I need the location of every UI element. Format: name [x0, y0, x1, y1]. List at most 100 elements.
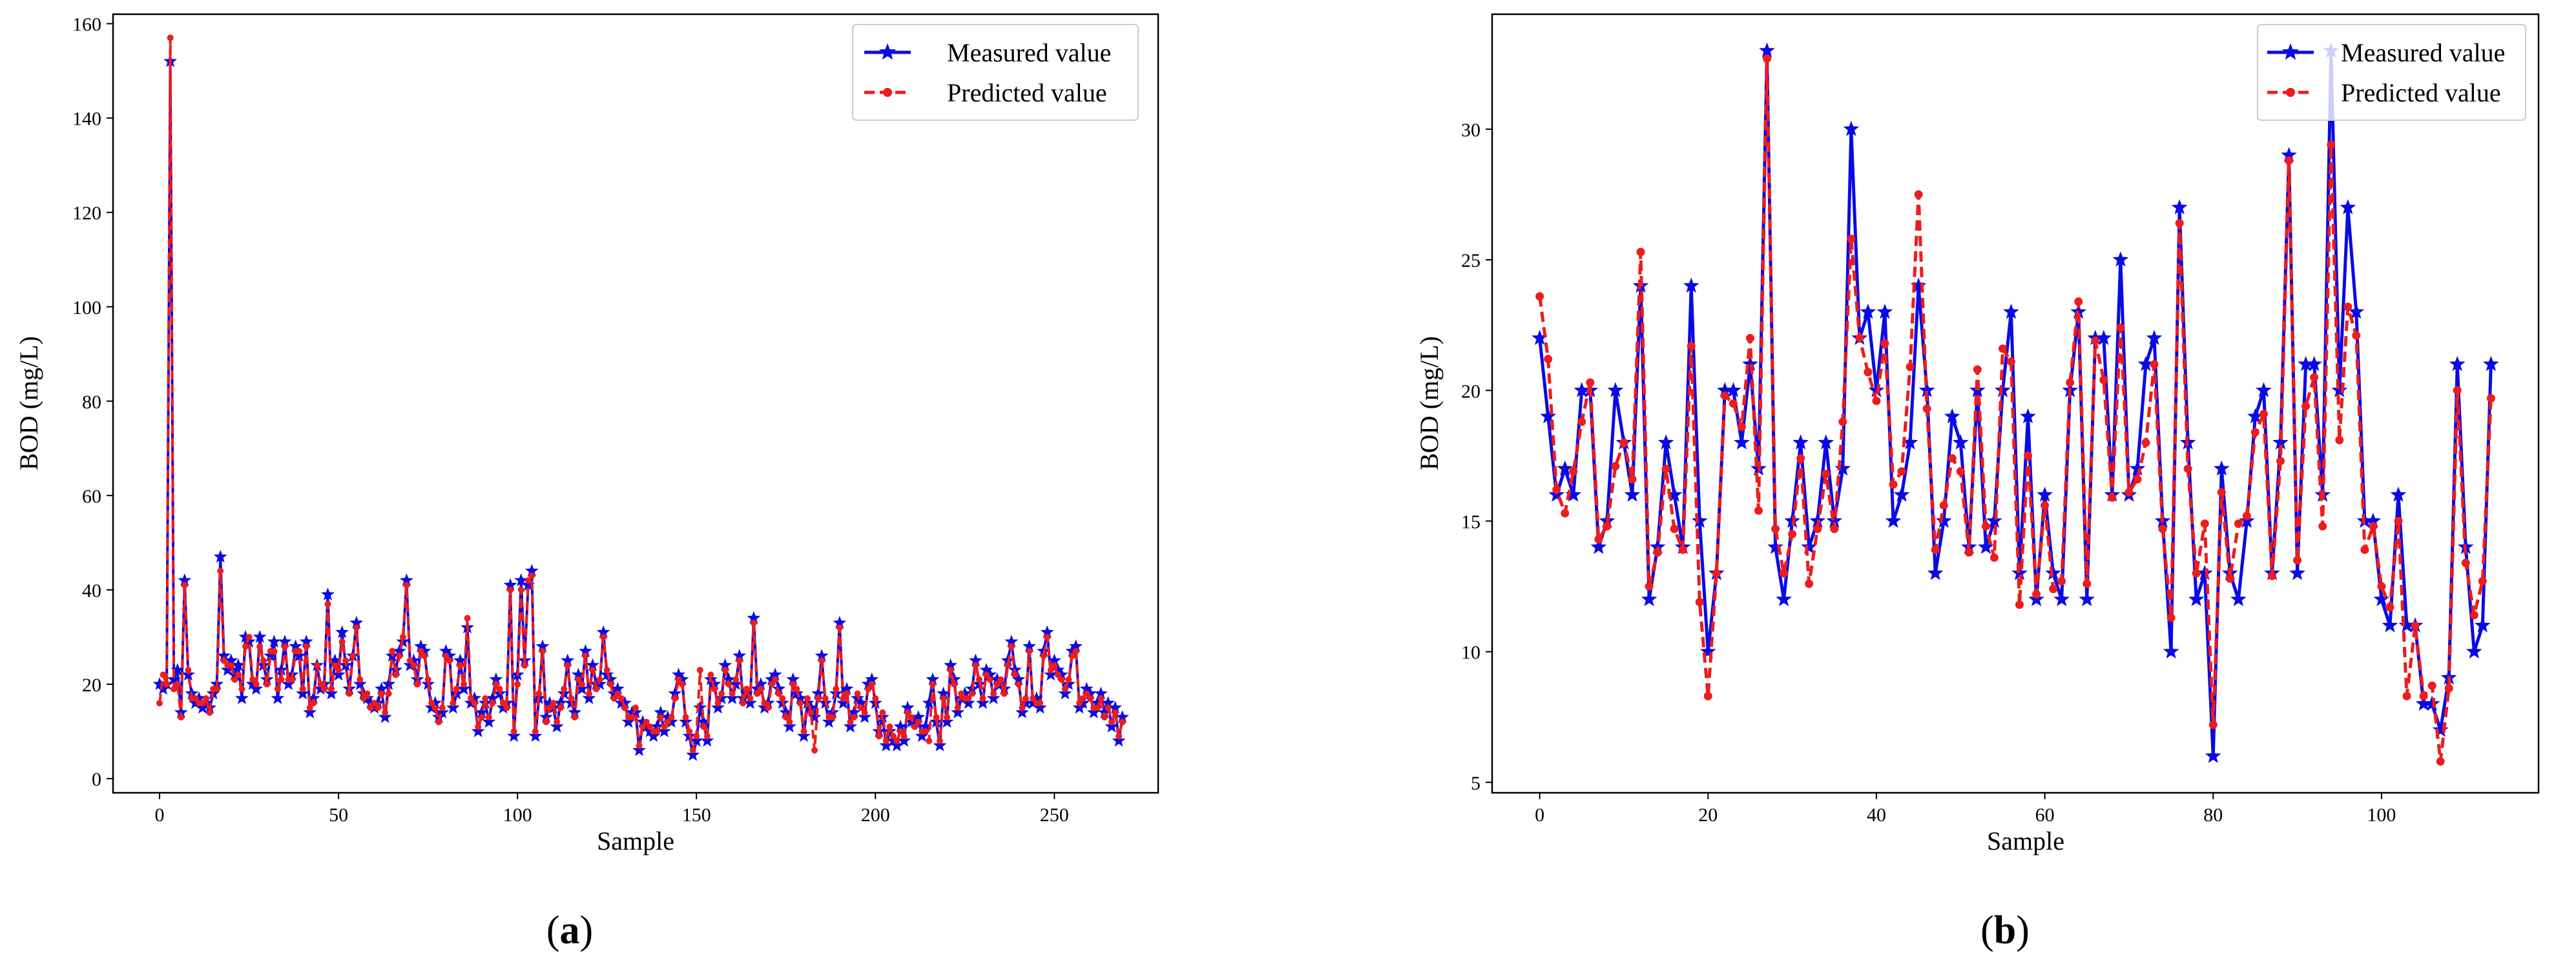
predicted-value-point — [163, 681, 171, 688]
measured-value-point — [836, 696, 850, 709]
predicted-value-point — [729, 690, 736, 697]
predicted-value-point — [1914, 190, 1923, 199]
predicted-value-point — [192, 695, 199, 702]
predicted-value-point — [353, 624, 360, 631]
measured-value-point — [1069, 639, 1083, 653]
measured-value-point — [2256, 382, 2272, 397]
measured-value-point — [911, 710, 926, 724]
predicted-value-point — [389, 647, 396, 655]
measured-value-point — [1058, 686, 1072, 700]
predicted-value-point — [310, 700, 317, 707]
predicted-value-point — [2293, 556, 2302, 565]
measured-value-point — [979, 663, 993, 676]
predicted-value-point — [1072, 647, 1079, 655]
predicted-value-point — [2049, 585, 2058, 594]
measured-value-point — [235, 691, 249, 704]
predicted-value-point — [320, 686, 327, 693]
measured-value-point — [1047, 653, 1061, 667]
predicted-value-point — [249, 676, 256, 683]
predicted-value-point — [399, 634, 406, 640]
predicted-value-point — [346, 690, 353, 697]
x-tick-label: 100 — [503, 804, 532, 826]
predicted-value-point — [765, 704, 772, 711]
predicted-value-point — [1577, 417, 1586, 426]
measured-value-point — [689, 733, 703, 747]
predicted-value-point — [231, 676, 238, 683]
measured-value-point — [944, 658, 958, 671]
predicted-value-point — [725, 681, 732, 688]
predicted-value-point — [1906, 362, 1915, 372]
predicted-value-point — [296, 647, 303, 655]
measured-value-point — [1076, 696, 1090, 709]
predicted-value-point — [1076, 700, 1083, 707]
predicted-value-point — [818, 657, 826, 664]
measured-value-point — [632, 743, 646, 757]
predicted-value-point — [986, 676, 993, 683]
predicted-value-point — [2133, 475, 2142, 484]
predicted-value-point — [868, 681, 875, 688]
measured-value-point — [1565, 487, 1582, 502]
predicted-value-point — [199, 700, 206, 707]
predicted-value-point — [1065, 676, 1072, 683]
predicted-value-point — [865, 686, 872, 693]
measured-value-point — [2474, 617, 2491, 633]
predicted-value-point — [461, 681, 468, 688]
predicted-value-point — [589, 667, 596, 674]
predicted-value-point — [1670, 525, 1679, 534]
panel-a-axes-frame — [112, 13, 1159, 794]
panel-a-y-axis-label: BOD (mg/L) — [14, 336, 43, 470]
predicted-value-point — [1001, 690, 1008, 697]
measured-value-point — [264, 649, 278, 662]
predicted-value-point — [718, 690, 725, 697]
measured-value-point — [2373, 591, 2390, 607]
measured-value-point — [468, 691, 482, 704]
predicted-value-point — [614, 690, 621, 697]
measured-value-point — [722, 672, 736, 686]
predicted-value-point — [607, 681, 614, 688]
predicted-value-point — [997, 676, 1004, 683]
measured-value-point — [485, 691, 499, 704]
measured-value-point — [353, 677, 367, 690]
predicted-value-point — [234, 671, 242, 678]
predicted-value-point — [260, 657, 267, 664]
measured-value-point — [603, 672, 618, 686]
panel-a-y-ticks: 0 20 40 60 80 100 120 140 160 — [72, 14, 113, 790]
predicted-value-point — [2436, 757, 2445, 766]
measured-value-point — [586, 658, 599, 671]
measured-value-point — [1004, 634, 1019, 648]
predicted-value-point — [1026, 647, 1033, 655]
predicted-value-point — [693, 733, 700, 740]
predicted-value-point — [2276, 456, 2285, 465]
predicted-value-point — [464, 614, 471, 622]
predicted-value-point — [2141, 438, 2150, 447]
predicted-value-point — [686, 728, 693, 735]
measured-value-point — [933, 738, 947, 751]
measured-value-point — [1097, 705, 1112, 718]
measured-value-point — [1590, 538, 1607, 554]
measured-value-point — [707, 677, 722, 690]
predicted-value-point — [600, 634, 607, 640]
measured-value-point — [732, 649, 747, 662]
measured-value-point — [1044, 667, 1058, 681]
predicted-value-point — [1754, 506, 1763, 515]
predicted-value-point — [220, 657, 227, 664]
predicted-value-point — [417, 647, 424, 655]
measured-value-point — [844, 719, 857, 733]
measured-value-point — [643, 724, 657, 737]
x-tick-label: 40 — [1867, 804, 1886, 826]
predicted-value-point — [2461, 558, 2470, 567]
predicted-value-point — [242, 643, 249, 650]
measured-value-point — [937, 686, 950, 700]
predicted-value-point — [1561, 508, 1570, 518]
measured-value-point — [2272, 434, 2289, 450]
predicted-value-point — [535, 690, 543, 697]
x-tick-label: 50 — [329, 804, 348, 826]
predicted-value-point — [1112, 709, 1119, 716]
predicted-value-point — [875, 733, 882, 740]
measured-value-point — [349, 616, 364, 629]
measured-value-point — [514, 573, 528, 587]
measured-value-point — [278, 634, 292, 648]
measured-value-point — [428, 696, 442, 709]
measured-value-point — [525, 563, 539, 577]
